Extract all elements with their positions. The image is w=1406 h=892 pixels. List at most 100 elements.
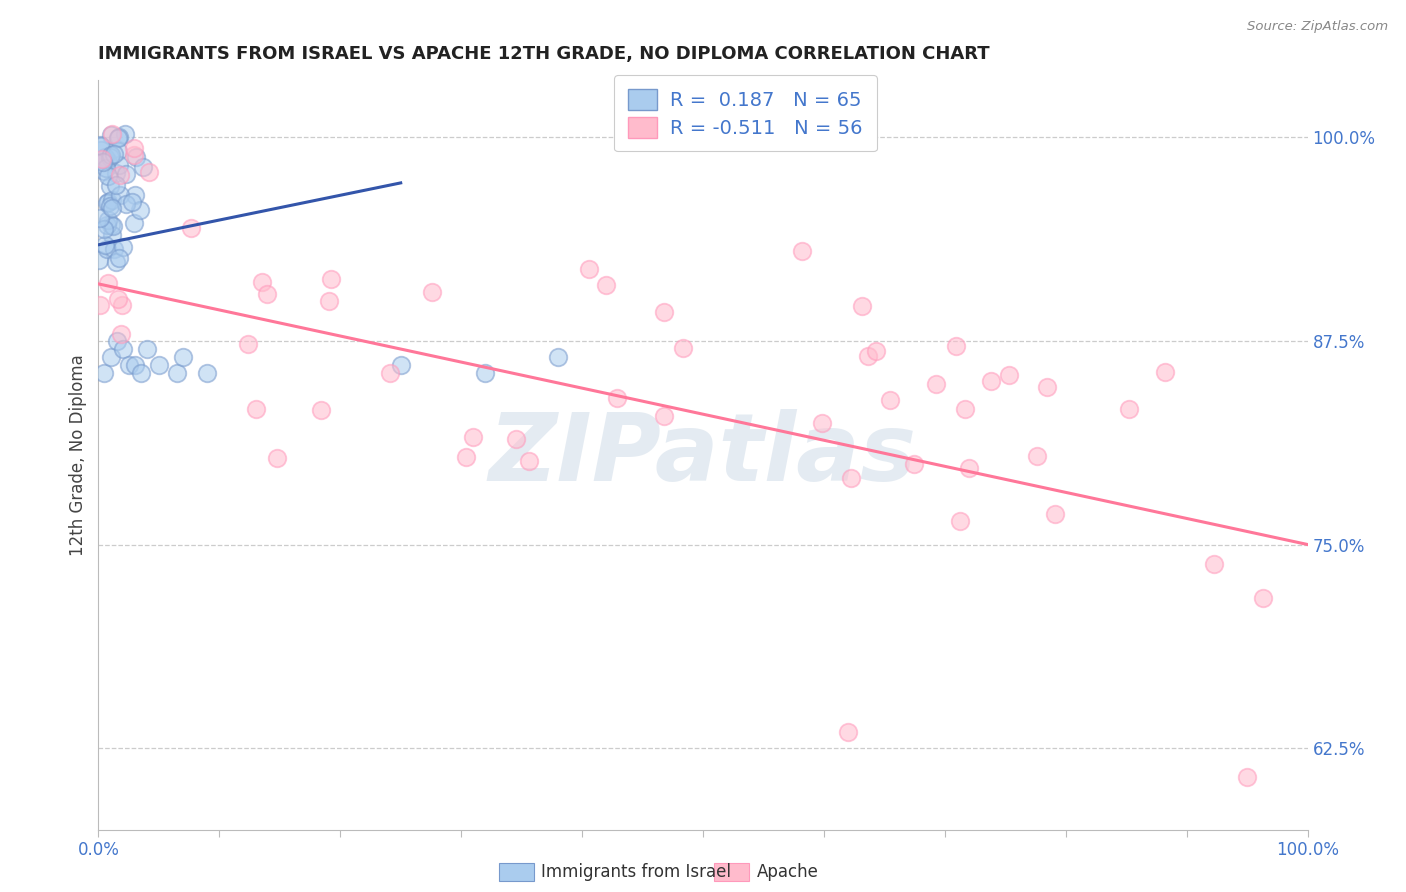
Point (91, 153, 114, 167)
Point (101, 194, 124, 208)
Text: Apache: Apache (756, 863, 818, 881)
Point (110, 326, 132, 341)
Point (91, 155, 114, 169)
Point (93, 153, 115, 167)
Point (108, 129, 131, 144)
Point (903, 458, 925, 472)
Point (107, 158, 129, 172)
Point (89, 298, 111, 312)
Point (309, 403, 332, 417)
Point (122, 148, 145, 162)
Point (114, 127, 136, 141)
Point (118, 359, 141, 373)
Point (103, 242, 125, 256)
Point (925, 377, 948, 392)
Point (980, 375, 1002, 389)
Point (111, 342, 134, 356)
Legend: R =  0.187   N = 65, R = -0.511   N = 56: R = 0.187 N = 65, R = -0.511 N = 56 (614, 75, 876, 152)
Point (652, 305, 675, 319)
Point (129, 203, 152, 218)
Point (129, 367, 152, 381)
Point (96, 196, 118, 211)
Point (547, 350, 569, 364)
Point (945, 339, 967, 353)
Point (389, 359, 412, 373)
Point (256, 286, 278, 301)
Point (1025, 449, 1047, 463)
Point (851, 299, 873, 313)
Point (505, 433, 527, 447)
Point (839, 471, 862, 485)
Point (998, 368, 1021, 382)
Point (135, 342, 157, 356)
Point (124, 188, 146, 202)
Point (94, 161, 117, 176)
Point (97, 169, 120, 184)
Point (1202, 557, 1225, 571)
Point (1236, 771, 1258, 785)
Point (879, 393, 901, 408)
Point (105, 166, 128, 180)
Point (1036, 380, 1059, 394)
Point (837, 724, 859, 739)
Text: Immigrants from Israel: Immigrants from Israel (541, 863, 731, 881)
Point (810, 416, 832, 430)
Point (89, 137, 111, 152)
Point (1153, 365, 1175, 379)
Point (138, 165, 160, 179)
Text: IMMIGRANTS FROM ISRAEL VS APACHE 12TH GRADE, NO DIPLOMA CORRELATION CHART: IMMIGRANTS FROM ISRAEL VS APACHE 12TH GR… (98, 45, 990, 63)
Point (124, 216, 146, 230)
Point (107, 251, 129, 265)
Point (1043, 507, 1066, 521)
Point (101, 128, 124, 142)
Point (97, 276, 120, 290)
Point (792, 244, 814, 259)
Point (98, 198, 121, 212)
Point (166, 367, 188, 381)
Point (107, 130, 129, 145)
Point (578, 262, 600, 277)
Point (96, 218, 118, 232)
Point (107, 144, 129, 158)
Point (172, 350, 194, 364)
Point (595, 278, 617, 293)
Point (121, 194, 143, 209)
Point (195, 367, 218, 381)
Point (101, 228, 124, 243)
Point (105, 255, 128, 269)
Point (865, 344, 887, 359)
Point (98, 150, 121, 164)
Point (100, 148, 122, 162)
Point (957, 461, 980, 475)
Point (110, 168, 132, 182)
Point (672, 341, 695, 355)
Point (318, 293, 340, 308)
Point (93, 164, 115, 178)
Point (100, 350, 122, 364)
Point (93, 222, 115, 236)
Point (124, 359, 146, 373)
Point (319, 272, 342, 286)
Point (1118, 402, 1140, 417)
Point (101, 219, 124, 233)
Point (180, 221, 202, 235)
Point (474, 367, 496, 381)
Point (97, 213, 120, 227)
Point (1253, 591, 1275, 606)
Point (250, 275, 273, 289)
Point (101, 202, 124, 216)
Point (858, 349, 880, 363)
Point (97, 195, 120, 210)
Point (107, 292, 129, 306)
Point (953, 401, 976, 416)
Point (454, 450, 477, 464)
Point (949, 514, 972, 528)
Point (420, 285, 443, 300)
Point (87, 253, 110, 268)
Point (236, 337, 259, 351)
Point (517, 454, 540, 468)
Y-axis label: 12th Grade, No Diploma: 12th Grade, No Diploma (69, 354, 87, 556)
Point (114, 197, 136, 211)
Point (115, 167, 138, 181)
Point (105, 178, 128, 192)
